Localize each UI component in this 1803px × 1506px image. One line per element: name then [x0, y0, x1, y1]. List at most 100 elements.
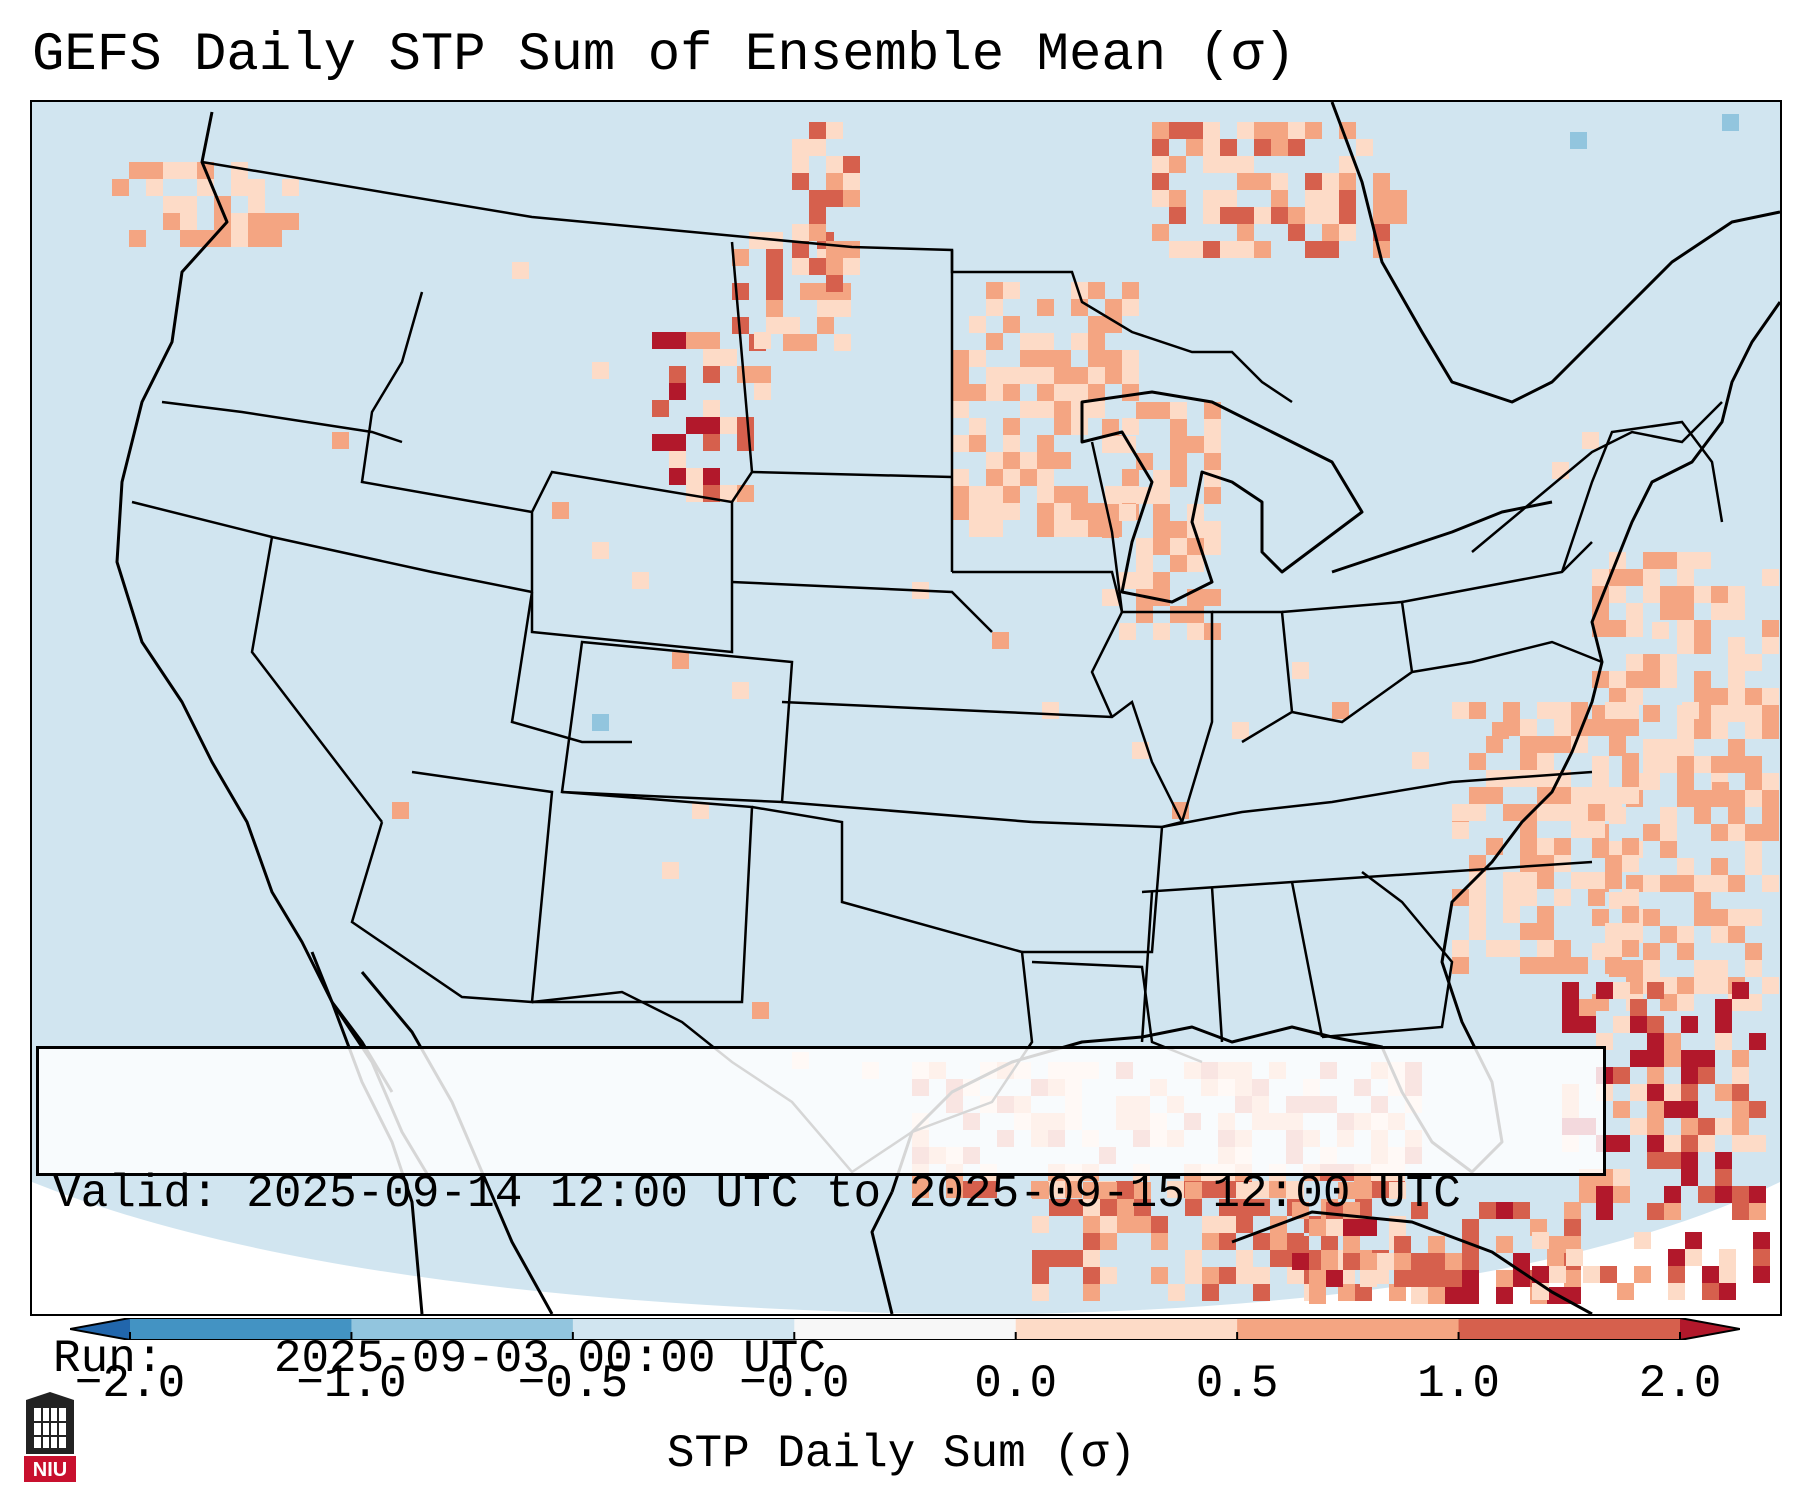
stp-cell — [1169, 241, 1186, 258]
stp-cell — [1677, 790, 1694, 807]
stp-cell — [1664, 1186, 1681, 1203]
stp-cell — [1643, 960, 1660, 977]
stp-cell — [1643, 875, 1660, 892]
stp-cell — [1622, 719, 1639, 736]
stp-cell — [180, 196, 197, 213]
stp-cell — [1486, 787, 1503, 804]
stp-cell — [1554, 940, 1571, 957]
stp-cell — [1694, 875, 1711, 892]
stp-cell — [1151, 1216, 1168, 1233]
stp-cell — [1728, 654, 1745, 671]
stp-cell — [1066, 1199, 1083, 1216]
stp-cell — [1122, 299, 1139, 316]
in-oh — [1212, 610, 1294, 744]
stp-cell — [1749, 1203, 1766, 1220]
stp-cell — [1309, 1287, 1326, 1304]
stp-cell — [1702, 1283, 1719, 1300]
stp-cell — [1660, 875, 1677, 892]
stp-cell — [1132, 742, 1149, 759]
stp-cell — [1520, 753, 1537, 770]
stp-cell — [1134, 1199, 1151, 1216]
stp-cell — [1719, 1266, 1736, 1283]
stp-cell — [214, 230, 231, 247]
stp-cell — [1445, 1253, 1462, 1270]
stp-cell — [1660, 756, 1677, 773]
stp-cell — [1694, 688, 1711, 705]
stp-cell — [1219, 1233, 1236, 1250]
stp-cell — [1326, 1270, 1343, 1287]
stp-cell — [1049, 1250, 1066, 1267]
stp-cell — [1745, 824, 1762, 841]
stp-cell — [1185, 1182, 1202, 1199]
stp-cell — [1532, 1232, 1549, 1249]
stp-cell — [1254, 173, 1271, 190]
stp-cell — [986, 367, 1003, 384]
gulf-coast-us — [890, 301, 1780, 1193]
stp-cell — [1236, 1216, 1253, 1233]
stp-cell — [800, 283, 817, 300]
stp-cell — [809, 207, 826, 224]
stp-cell — [703, 366, 720, 383]
stp-cell — [1102, 504, 1119, 521]
stp-cell — [1622, 855, 1639, 872]
stp-cell — [1037, 384, 1054, 401]
stp-cell — [1711, 858, 1728, 875]
stp-cell — [1520, 889, 1537, 906]
stp-cell — [1203, 156, 1220, 173]
stp-cell — [1219, 1216, 1236, 1233]
stp-cell — [1681, 1118, 1698, 1135]
stp-cell — [1626, 569, 1643, 586]
stp-cell — [1728, 739, 1745, 756]
stp-cell — [1503, 889, 1520, 906]
stp-cell — [1071, 520, 1088, 537]
stp-cell — [1237, 156, 1254, 173]
stp-cell — [1694, 756, 1711, 773]
stp-cell — [1520, 719, 1537, 736]
stp-cell — [1270, 1250, 1287, 1267]
stp-cell — [1153, 504, 1170, 521]
stp-cell — [1626, 671, 1643, 688]
stp-cell — [720, 349, 737, 366]
stp-cell — [1389, 1284, 1406, 1301]
stp-cell — [986, 503, 1003, 520]
stp-cell — [1588, 804, 1605, 821]
stp-cell — [1554, 838, 1571, 855]
stp-cell — [1170, 555, 1187, 572]
stp-cell — [1609, 620, 1626, 637]
stp-cell — [1083, 1182, 1100, 1199]
stp-cell — [1647, 1067, 1664, 1084]
stp-cell — [1088, 350, 1105, 367]
niu-logo: NIU — [24, 1392, 76, 1482]
stp-cell — [1571, 872, 1588, 889]
stp-cell — [1373, 224, 1390, 241]
stp-cell — [1003, 316, 1020, 333]
stp-cell — [1728, 790, 1745, 807]
stp-cell — [1681, 1016, 1698, 1033]
stp-cell — [1271, 190, 1288, 207]
stp-cell — [1609, 739, 1626, 756]
stp-cell — [826, 156, 843, 173]
stp-cell — [1360, 1270, 1377, 1287]
stp-cell — [1622, 906, 1639, 923]
stp-cell — [703, 434, 720, 451]
stp-cell — [1136, 453, 1153, 470]
stp-cell — [1254, 139, 1271, 156]
stp-cell — [1677, 977, 1694, 994]
stp-cell — [1745, 841, 1762, 858]
stp-cell — [843, 258, 860, 275]
stp-cell — [1520, 770, 1537, 787]
stp-cell — [720, 417, 737, 434]
stp-cell — [1596, 982, 1613, 999]
stp-cell — [1643, 586, 1660, 603]
stp-cell — [1592, 909, 1609, 926]
stp-cell — [1452, 889, 1469, 906]
stp-cell — [1749, 1101, 1766, 1118]
stp-cell — [1566, 1249, 1583, 1266]
colorbar-segment — [794, 1318, 1017, 1340]
stp-cell — [826, 173, 843, 190]
stp-cell — [1715, 1084, 1732, 1101]
stp-cell — [1117, 1182, 1134, 1199]
stp-cell — [1503, 702, 1520, 719]
stp-cell — [1681, 1067, 1698, 1084]
stp-cell — [1745, 858, 1762, 875]
